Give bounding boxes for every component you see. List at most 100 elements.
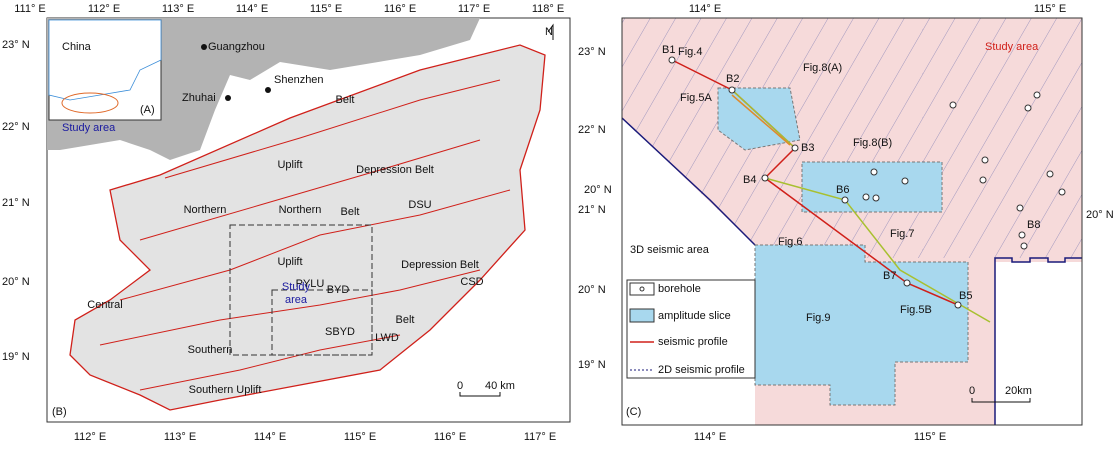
unit-label: Northern bbox=[279, 204, 322, 216]
borehole bbox=[668, 56, 676, 64]
borehole bbox=[903, 279, 911, 287]
city bbox=[201, 44, 207, 50]
basin bbox=[69, 44, 546, 411]
unit-label: Central bbox=[87, 299, 122, 311]
legend-icon bbox=[629, 308, 655, 323]
lat-label: 23° N bbox=[578, 46, 606, 58]
borehole-label: B3 bbox=[801, 142, 814, 154]
lon-label: 113° E bbox=[164, 431, 196, 443]
lon-label: 117° E bbox=[524, 431, 556, 443]
borehole-label: B6 bbox=[836, 184, 849, 196]
frame bbox=[621, 17, 1083, 426]
unit-label: LWD bbox=[375, 332, 399, 344]
seismic-area-boundary bbox=[621, 117, 756, 246]
borehole bbox=[1033, 91, 1041, 99]
figure-label: Fig.4 bbox=[678, 46, 702, 58]
unit-label: area bbox=[285, 294, 308, 306]
seismic-area-boundary bbox=[994, 257, 1082, 425]
lon-label: 114° E bbox=[236, 3, 268, 15]
lat-label: 22° N bbox=[2, 121, 30, 133]
legend-label: amplitude slice bbox=[658, 310, 731, 322]
borehole bbox=[872, 194, 880, 202]
lon-label: 112° E bbox=[88, 3, 120, 15]
scale-bar bbox=[459, 392, 501, 397]
north-arrow bbox=[547, 23, 554, 40]
lon-label: 118° E bbox=[532, 3, 564, 15]
figure-label: Fig.8(A) bbox=[803, 62, 842, 74]
lon-label: 116° E bbox=[434, 431, 466, 443]
seismic-profile-2 bbox=[764, 177, 991, 323]
legend bbox=[626, 279, 756, 379]
lat-label: 20° N bbox=[1086, 209, 1114, 221]
lon-label: 115° E bbox=[344, 431, 376, 443]
figure-label: Fig.6 bbox=[778, 236, 802, 248]
inset-label: (A) bbox=[140, 104, 155, 116]
borehole bbox=[1016, 204, 1024, 212]
lon-label: 111° E bbox=[14, 3, 46, 15]
lat-label: 21° N bbox=[2, 197, 30, 209]
borehole bbox=[949, 101, 957, 109]
unit-label: Depression Belt bbox=[401, 259, 479, 271]
borehole bbox=[1020, 242, 1028, 250]
borehole bbox=[954, 301, 962, 309]
unit-label: Northern bbox=[184, 204, 227, 216]
lon-label: 114° E bbox=[689, 3, 721, 15]
legend-label: borehole bbox=[658, 283, 701, 295]
seismic-profile-2 bbox=[731, 89, 796, 149]
panel-c bbox=[621, 17, 1083, 426]
city-label: Shenzhen bbox=[274, 74, 324, 86]
city bbox=[265, 87, 271, 93]
study-area-box bbox=[271, 289, 373, 356]
borehole bbox=[979, 176, 987, 184]
borehole bbox=[761, 174, 769, 182]
lat-label: 20° N bbox=[578, 284, 606, 296]
borehole bbox=[1018, 231, 1026, 239]
borehole-label: B7 bbox=[883, 270, 896, 282]
unit-label: Belt bbox=[336, 94, 355, 106]
lat-label: 19° N bbox=[2, 351, 30, 363]
scale-label: 0 bbox=[457, 380, 463, 392]
city-label: Zhuhai bbox=[182, 92, 216, 104]
figure-label: Fig.9 bbox=[806, 312, 830, 324]
lon-label: 112° E bbox=[74, 431, 106, 443]
seismic-area-label: 3D seismic area bbox=[630, 244, 710, 256]
borehole bbox=[1058, 188, 1066, 196]
borehole bbox=[728, 86, 736, 94]
unit-label: Depression Belt bbox=[356, 164, 434, 176]
borehole-label: B2 bbox=[726, 73, 739, 85]
lon-label: 114° E bbox=[694, 431, 726, 443]
inset-label: Study area bbox=[62, 122, 116, 134]
seismic-profile bbox=[671, 59, 959, 306]
borehole bbox=[1024, 104, 1032, 112]
study-area-label: Study area bbox=[985, 41, 1039, 53]
lat-label: 22° N bbox=[578, 124, 606, 136]
unit-label: Southern bbox=[188, 344, 233, 356]
borehole bbox=[870, 168, 878, 176]
scale-label: 0 bbox=[969, 385, 975, 397]
lat-label: 19° N bbox=[578, 359, 606, 371]
legend-label: seismic profile bbox=[658, 336, 728, 348]
unit-label: SBYD bbox=[325, 326, 355, 338]
panel-label: (C) bbox=[626, 406, 641, 418]
borehole bbox=[791, 144, 799, 152]
unit-label: BYD bbox=[327, 284, 350, 296]
figure-label: Fig.8(B) bbox=[853, 137, 892, 149]
lon-label: 115° E bbox=[1034, 3, 1066, 15]
figure-label: Fig.5B bbox=[900, 304, 932, 316]
borehole bbox=[981, 156, 989, 164]
lon-label: 115° E bbox=[914, 431, 946, 443]
borehole bbox=[841, 196, 849, 204]
inset-label: China bbox=[62, 41, 92, 53]
legend-icon bbox=[639, 286, 645, 292]
lon-label: 113° E bbox=[162, 3, 194, 15]
seismic-profile-3 bbox=[731, 94, 791, 146]
figure-label: Fig.5A bbox=[680, 92, 712, 104]
unit-label: PYLU bbox=[296, 278, 325, 290]
amplitude-slice bbox=[754, 244, 969, 406]
lon-label: 114° E bbox=[254, 431, 286, 443]
borehole bbox=[1046, 170, 1054, 178]
panel-b bbox=[46, 17, 571, 423]
unit-label: CSD bbox=[460, 276, 483, 288]
borehole-label: B5 bbox=[959, 290, 972, 302]
